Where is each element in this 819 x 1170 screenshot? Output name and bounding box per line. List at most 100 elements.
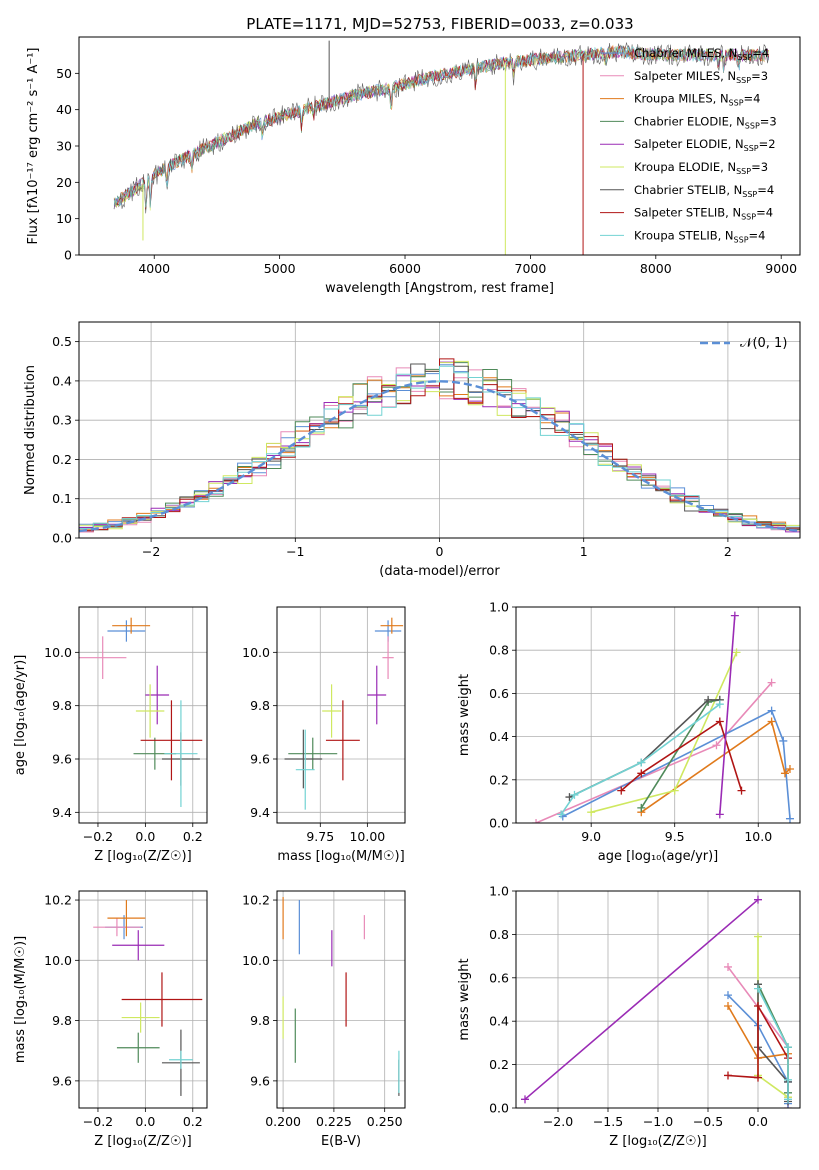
weight-line — [524, 899, 759, 1100]
x-tick-label: 7000 — [515, 261, 547, 276]
y-tick-label: 10.2 — [44, 893, 72, 908]
panel-age-weight: 9.0 9.5 10.0 0.0 0.2 0.4 0.6 0.8 1.0 age [log₁₀(a… — [457, 600, 801, 864]
x-tick-label: 9.0 — [581, 829, 601, 844]
weight-marker — [715, 717, 724, 726]
weight-marker — [767, 717, 776, 726]
gaussian-curve — [79, 380, 800, 533]
histogram-steps — [79, 365, 800, 530]
weight-marker — [754, 1002, 762, 1011]
y-tick-label: 0.8 — [489, 927, 509, 942]
weight-marker — [521, 1095, 529, 1104]
y-tick-label: 0.1 — [52, 491, 72, 506]
panel-spectrum: 4000 5000 6000 7000 8000 9000 0 10 20 30 40 50 wavel… — [26, 36, 801, 296]
axes-frame — [78, 606, 208, 824]
y-tick-label: 9.6 — [250, 752, 270, 767]
y-tick-label: 10 — [56, 211, 72, 226]
weight-line — [757, 984, 789, 1102]
plot-area — [532, 611, 794, 823]
plot-area — [79, 358, 800, 533]
legend-label: Kroupa STELIB, NSSP=4 — [634, 228, 765, 244]
legend-tail: =3 — [751, 160, 768, 174]
legend-subscript: SSP — [745, 121, 760, 130]
weight-line — [640, 720, 791, 813]
x-tick-label: −0.5 — [693, 1114, 723, 1129]
weight-marker — [732, 648, 741, 657]
panel-z-age: −0.2 0.0 0.2 9.4 9.6 9.8 10.0 Z [log₁₀(Z/Z☉)] ag… — [13, 606, 208, 864]
y-tick-label: 50 — [56, 66, 72, 81]
panel-mass-age: 9.75 10.00 9.4 9.6 9.8 10.0 mass [log₁₀(M/M☉)] — [242, 606, 406, 864]
x-tick-label: 5000 — [264, 261, 296, 276]
y-tick-label: 9.6 — [250, 1073, 270, 1088]
axes-frame — [78, 321, 801, 539]
axes-frame — [515, 606, 801, 824]
weight-marker — [637, 758, 646, 767]
weight-marker — [754, 932, 762, 941]
weight-marker — [704, 695, 713, 704]
y-tick-label: 30 — [56, 139, 72, 154]
legend-label: Chabrier MILES, NSSP=4 — [634, 46, 769, 62]
y-tick-label: 40 — [56, 102, 72, 117]
spectrum-line — [113, 46, 769, 208]
x-tick-label: 9.5 — [665, 829, 685, 844]
y-tick-label: 10.0 — [242, 645, 270, 660]
weight-marker — [617, 786, 626, 795]
y-tick-label: 9.8 — [52, 1013, 72, 1028]
legend-label: 𝒩(0, 1) — [740, 336, 787, 351]
x-tick-label: −0.2 — [83, 829, 113, 844]
y-tick-label: 0.8 — [489, 643, 509, 658]
weight-marker — [587, 808, 596, 817]
legend-subscript: SSP — [742, 190, 757, 199]
x-tick-label: 0.2 — [183, 1114, 203, 1129]
weight-marker — [784, 1075, 792, 1084]
x-tick-label: −2 — [142, 544, 160, 559]
y-tick-label: 0.2 — [489, 1057, 509, 1072]
x-axis-label: wavelength [Angstrom, rest frame] — [325, 281, 554, 296]
weight-marker — [637, 769, 646, 778]
legend-subscript: SSP — [736, 167, 751, 176]
weight-marker — [715, 700, 724, 709]
y-tick-label: 0.2 — [52, 452, 72, 467]
x-tick-label: 0 — [436, 544, 444, 559]
y-tick-label: 1.0 — [489, 600, 509, 615]
y-tick-label: 0 — [64, 248, 72, 263]
x-tick-label: 0.0 — [135, 1114, 155, 1129]
plot-area — [284, 617, 404, 810]
weight-marker — [730, 611, 739, 620]
y-tick-label: 0.2 — [489, 772, 509, 787]
y-tick-label: 0.6 — [489, 686, 509, 701]
spectrum-title: PLATE=1171, MJD=52753, FIBERID=0033, z=0… — [246, 15, 633, 33]
y-tick-label: 0.6 — [489, 970, 509, 985]
x-tick-label: 6000 — [389, 261, 421, 276]
x-tick-label: −1.0 — [643, 1114, 673, 1129]
weight-marker — [785, 814, 794, 823]
weight-line — [590, 652, 738, 813]
weight-marker — [570, 790, 579, 799]
x-tick-label: 2 — [724, 544, 732, 559]
weight-marker — [784, 1043, 792, 1052]
y-tick-label: 9.8 — [250, 1013, 270, 1028]
weight-marker — [754, 984, 762, 993]
legend-label: Salpeter MILES, NSSP=3 — [634, 69, 768, 85]
x-axis-label: age [log₁₀(age/yr)] — [598, 849, 719, 864]
weight-marker — [670, 786, 679, 795]
y-tick-label: 0.0 — [489, 816, 509, 831]
y-tick-label: 0.4 — [52, 373, 72, 388]
axes-frame — [276, 606, 406, 824]
x-axis-label: E(B-V) — [321, 1134, 361, 1149]
plot-area — [79, 617, 203, 807]
x-tick-label: 0.225 — [316, 1114, 352, 1129]
y-tick-label: 0.5 — [52, 334, 72, 349]
axes-frame — [78, 890, 208, 1109]
weight-marker — [779, 736, 788, 745]
weight-marker — [785, 765, 794, 773]
weight-marker — [767, 678, 776, 687]
legend-subscript: SSP — [744, 144, 759, 153]
weight-line — [562, 709, 791, 819]
y-tick-label: 9.8 — [250, 698, 270, 713]
x-tick-label: 10.0 — [744, 829, 772, 844]
weight-line — [560, 703, 721, 815]
y-tick-label: 10.0 — [44, 645, 72, 660]
y-tick-label: 0.4 — [489, 1014, 509, 1029]
weight-line — [757, 988, 789, 1100]
plot-area — [282, 897, 400, 1096]
